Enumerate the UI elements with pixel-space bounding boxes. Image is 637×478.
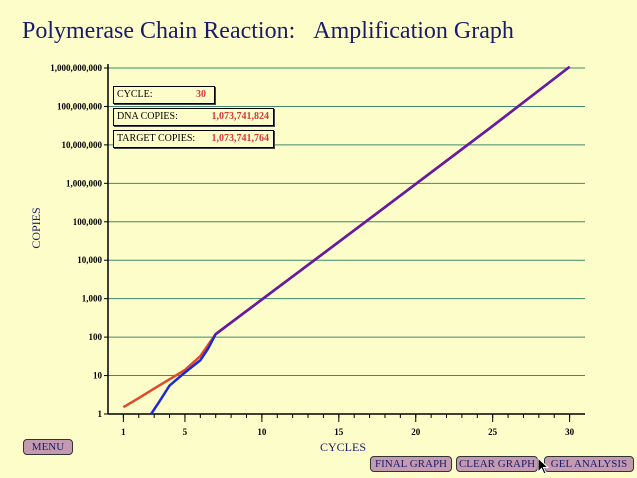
- x-axis-label: CYCLES: [320, 440, 366, 454]
- y-tick-label: 10: [93, 371, 103, 381]
- x-tick-label: 25: [488, 427, 498, 437]
- title-right: Amplification Graph: [313, 18, 514, 44]
- y-tick-label: 10,000: [77, 255, 102, 265]
- dna-copies-value: 1,073,741,824: [211, 111, 270, 122]
- x-tick-label: 1: [121, 427, 126, 437]
- title-left: Polymerase Chain Reaction:: [22, 18, 296, 44]
- x-tick-label: 30: [565, 427, 575, 437]
- y-tick-label: 1: [98, 409, 103, 419]
- y-tick-label: 100: [89, 332, 103, 342]
- mouse-pointer-icon: [537, 457, 549, 475]
- y-tick-label: 1,000,000: [66, 178, 103, 188]
- x-tick-label: 5: [183, 427, 188, 437]
- x-tick-label: 15: [334, 427, 344, 437]
- cycle-box: CYCLE: 30: [113, 86, 215, 104]
- clear-graph-button[interactable]: CLEAR GRAPH: [456, 456, 538, 472]
- target-copies-label: TARGET COPIES:: [117, 133, 196, 144]
- gel-analysis-button[interactable]: GEL ANALYSIS: [544, 456, 634, 472]
- x-tick-label: 10: [257, 427, 267, 437]
- dna-copies-box: DNA COPIES: 1,073,741,824: [113, 108, 274, 126]
- dna-copies-label: DNA COPIES:: [117, 111, 178, 122]
- menu-button[interactable]: MENU: [23, 439, 73, 455]
- chart-axes: 1 10 100 1,000 10,000 100,000 1,000,000 10,000,…: [50, 63, 585, 437]
- y-tick-label: 100,000: [73, 217, 103, 227]
- series-line-overlap: [214, 65, 571, 336]
- cycle-label: CYCLE:: [117, 89, 153, 100]
- x-tick-label: 20: [411, 427, 421, 437]
- cycle-value: 30: [196, 89, 206, 100]
- target-copies-value: 1,073,741,764: [211, 133, 270, 144]
- target-copies-box: TARGET COPIES: 1,073,741,764: [113, 130, 274, 148]
- y-tick-label: 100,000,000: [57, 101, 103, 111]
- y-tick-label: 10,000,000: [62, 140, 103, 150]
- y-tick-label: 1,000: [82, 294, 103, 304]
- final-graph-button[interactable]: FINAL GRAPH: [370, 456, 452, 472]
- chart-lines: [122, 65, 571, 415]
- y-axis-label: COPIES: [29, 207, 43, 248]
- y-tick-label: 1,000,000,000: [50, 63, 102, 73]
- page-title: Polymerase Chain Reaction: Amplification …: [22, 18, 514, 45]
